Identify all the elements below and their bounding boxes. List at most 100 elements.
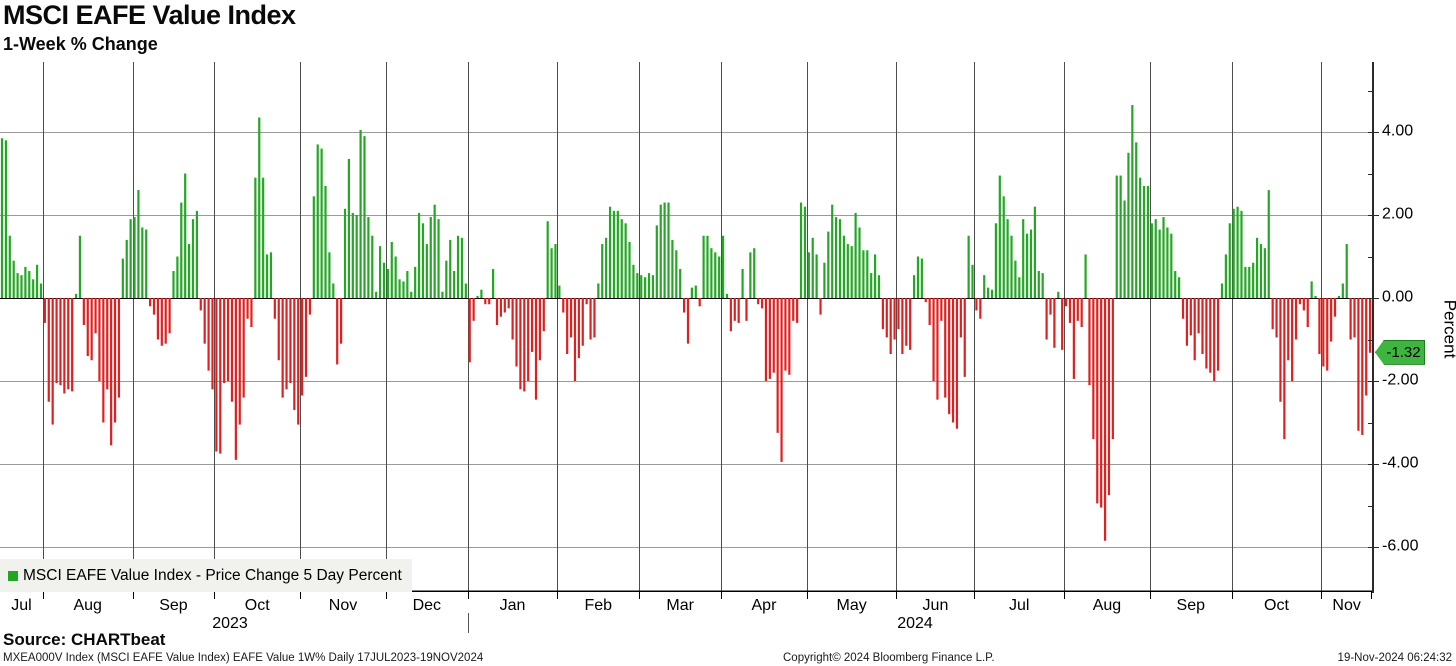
bar[interactable]	[273, 298, 276, 319]
bar[interactable]	[12, 260, 15, 298]
bar[interactable]	[429, 217, 432, 298]
bar[interactable]	[819, 298, 822, 315]
bar[interactable]	[289, 298, 292, 384]
bar[interactable]	[258, 117, 261, 298]
bar[interactable]	[955, 298, 959, 429]
bar[interactable]	[394, 256, 397, 299]
bar[interactable]	[464, 283, 467, 298]
bar[interactable]	[1232, 208, 1235, 298]
bar[interactable]	[445, 260, 448, 298]
bar[interactable]	[156, 298, 160, 340]
bar[interactable]	[893, 298, 896, 340]
bar[interactable]	[8, 235, 11, 298]
bar[interactable]	[909, 298, 912, 350]
chart-plot-area[interactable]	[0, 62, 1372, 602]
bar[interactable]	[359, 129, 362, 298]
bar[interactable]	[199, 298, 202, 311]
bar[interactable]	[176, 256, 179, 299]
bar[interactable]	[1365, 298, 1368, 396]
bar[interactable]	[336, 298, 339, 365]
bar[interactable]	[1084, 254, 1087, 299]
bar[interactable]	[503, 298, 506, 313]
bar[interactable]	[612, 210, 616, 298]
bar[interactable]	[328, 252, 331, 298]
bar[interactable]	[601, 244, 604, 298]
bar[interactable]	[86, 298, 89, 357]
bar[interactable]	[164, 298, 167, 344]
bar[interactable]	[636, 273, 639, 298]
bar[interactable]	[1135, 142, 1138, 299]
bar[interactable]	[180, 202, 183, 298]
bar[interactable]	[1088, 298, 1091, 386]
bar[interactable]	[219, 298, 222, 454]
bar[interactable]	[437, 219, 440, 298]
bar[interactable]	[191, 219, 195, 298]
bar[interactable]	[733, 298, 736, 321]
bar[interactable]	[1236, 206, 1239, 298]
bar[interactable]	[1150, 223, 1153, 298]
bar[interactable]	[51, 298, 54, 425]
bar[interactable]	[1064, 298, 1068, 307]
bar[interactable]	[172, 271, 175, 299]
bar[interactable]	[924, 298, 927, 303]
bar[interactable]	[994, 223, 998, 298]
bar[interactable]	[94, 298, 97, 334]
bar[interactable]	[815, 254, 818, 299]
bar[interactable]	[675, 250, 678, 298]
bar[interactable]	[90, 298, 93, 361]
bar[interactable]	[324, 185, 327, 298]
bar[interactable]	[468, 298, 471, 363]
bar[interactable]	[616, 210, 619, 298]
bar[interactable]	[226, 298, 230, 381]
bar[interactable]	[1096, 298, 1099, 504]
bar[interactable]	[644, 277, 647, 298]
bar[interactable]	[519, 298, 522, 390]
bar[interactable]	[168, 298, 171, 334]
bar[interactable]	[1022, 219, 1025, 298]
bar[interactable]	[312, 196, 315, 298]
bar[interactable]	[304, 298, 308, 377]
bar[interactable]	[129, 219, 132, 298]
bar[interactable]	[655, 225, 658, 299]
bar[interactable]	[371, 235, 374, 298]
bar[interactable]	[71, 298, 74, 392]
bar[interactable]	[449, 239, 452, 298]
bar[interactable]	[355, 215, 358, 298]
bar[interactable]	[47, 298, 50, 402]
bar[interactable]	[410, 291, 413, 298]
bar[interactable]	[632, 264, 635, 298]
bar[interactable]	[1369, 298, 1372, 353]
bar[interactable]	[207, 298, 210, 371]
bar[interactable]	[1170, 233, 1173, 299]
bar[interactable]	[351, 212, 354, 298]
bar[interactable]	[823, 262, 826, 298]
bar[interactable]	[1294, 298, 1298, 340]
bar[interactable]	[1158, 229, 1161, 298]
bar[interactable]	[698, 298, 701, 307]
bar[interactable]	[117, 298, 121, 398]
bar[interactable]	[1061, 298, 1064, 350]
bar[interactable]	[702, 235, 705, 298]
bar[interactable]	[1287, 298, 1290, 361]
bar[interactable]	[1205, 298, 1208, 369]
bar[interactable]	[714, 252, 717, 298]
bar[interactable]	[671, 239, 674, 298]
bar[interactable]	[1166, 227, 1169, 298]
bar[interactable]	[1146, 185, 1150, 298]
bar[interactable]	[842, 235, 846, 298]
bar[interactable]	[940, 298, 943, 321]
bar[interactable]	[873, 254, 877, 299]
bar[interactable]	[944, 298, 947, 398]
bar[interactable]	[776, 298, 779, 433]
bar[interactable]	[367, 217, 370, 298]
bar[interactable]	[593, 298, 596, 338]
bar[interactable]	[920, 258, 923, 298]
bar[interactable]	[764, 298, 768, 381]
bar[interactable]	[378, 246, 382, 299]
bar[interactable]	[1076, 298, 1079, 321]
bar[interactable]	[1174, 271, 1177, 299]
bar[interactable]	[1139, 177, 1142, 298]
bar[interactable]	[1310, 281, 1313, 298]
bar[interactable]	[293, 298, 296, 411]
bar[interactable]	[515, 298, 518, 367]
